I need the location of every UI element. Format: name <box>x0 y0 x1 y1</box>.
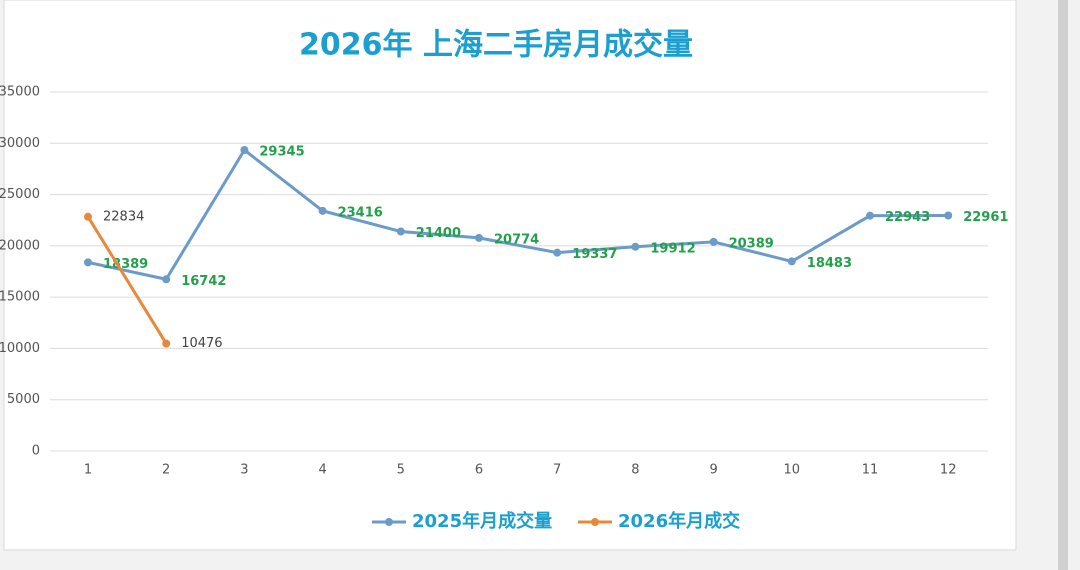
scrollbar <box>1058 0 1068 570</box>
data-label: 20774 <box>494 232 539 247</box>
data-label: 22961 <box>963 210 1008 225</box>
x-tick-label: 12 <box>940 463 957 478</box>
x-tick-label: 7 <box>553 463 561 478</box>
y-tick-label: 15000 <box>0 290 40 305</box>
x-tick-label: 3 <box>240 463 248 478</box>
x-tick-label: 11 <box>862 463 879 478</box>
data-point <box>84 212 92 221</box>
data-label: 18483 <box>807 256 852 271</box>
data-point <box>631 242 640 251</box>
data-label: 18389 <box>103 257 148 272</box>
series-line <box>86 216 168 345</box>
x-tick-label: 8 <box>631 463 639 478</box>
legend-marker <box>385 518 393 526</box>
data-point <box>553 248 562 257</box>
data-point <box>396 227 405 236</box>
data-point <box>162 339 171 348</box>
legend-label: 2025年月成交量 <box>412 510 552 532</box>
data-point <box>318 206 327 215</box>
data-label: 20389 <box>729 236 774 251</box>
data-label: 19912 <box>650 241 695 256</box>
y-tick-label: 30000 <box>0 136 40 151</box>
data-point <box>944 211 953 220</box>
data-label: 22834 <box>103 209 144 224</box>
data-label: 19337 <box>572 247 617 262</box>
data-label: 23416 <box>338 205 383 220</box>
legend-marker <box>591 518 599 526</box>
x-tick-label: 5 <box>397 463 405 478</box>
data-point <box>709 237 718 246</box>
data-point <box>475 233 483 242</box>
y-tick-label: 25000 <box>0 187 40 202</box>
series-line <box>87 147 949 281</box>
legend-label: 2026年月成交 <box>618 510 740 532</box>
y-tick-label: 20000 <box>0 238 40 253</box>
x-tick-label: 10 <box>784 463 801 478</box>
data-label: 16742 <box>181 274 226 289</box>
x-tick-label: 2 <box>162 463 170 478</box>
y-tick-label: 5000 <box>7 392 40 407</box>
chart-title: 2026年 上海二手房月成交量 <box>299 28 693 63</box>
data-label: 21400 <box>416 226 461 241</box>
x-tick-label: 1 <box>84 463 92 478</box>
y-tick-label: 0 <box>32 444 40 459</box>
data-label: 29345 <box>259 145 304 160</box>
data-point <box>866 211 874 220</box>
data-point <box>787 257 796 266</box>
x-tick-label: 9 <box>709 463 717 478</box>
x-tick-label: 6 <box>475 463 483 478</box>
data-point <box>162 275 171 284</box>
data-label: 10476 <box>181 336 222 351</box>
x-tick-label: 4 <box>318 463 326 478</box>
data-point <box>240 146 249 155</box>
y-tick-label: 10000 <box>0 341 40 356</box>
y-tick-label: 35000 <box>0 85 40 100</box>
data-label: 22943 <box>885 210 930 225</box>
data-point <box>84 258 92 267</box>
